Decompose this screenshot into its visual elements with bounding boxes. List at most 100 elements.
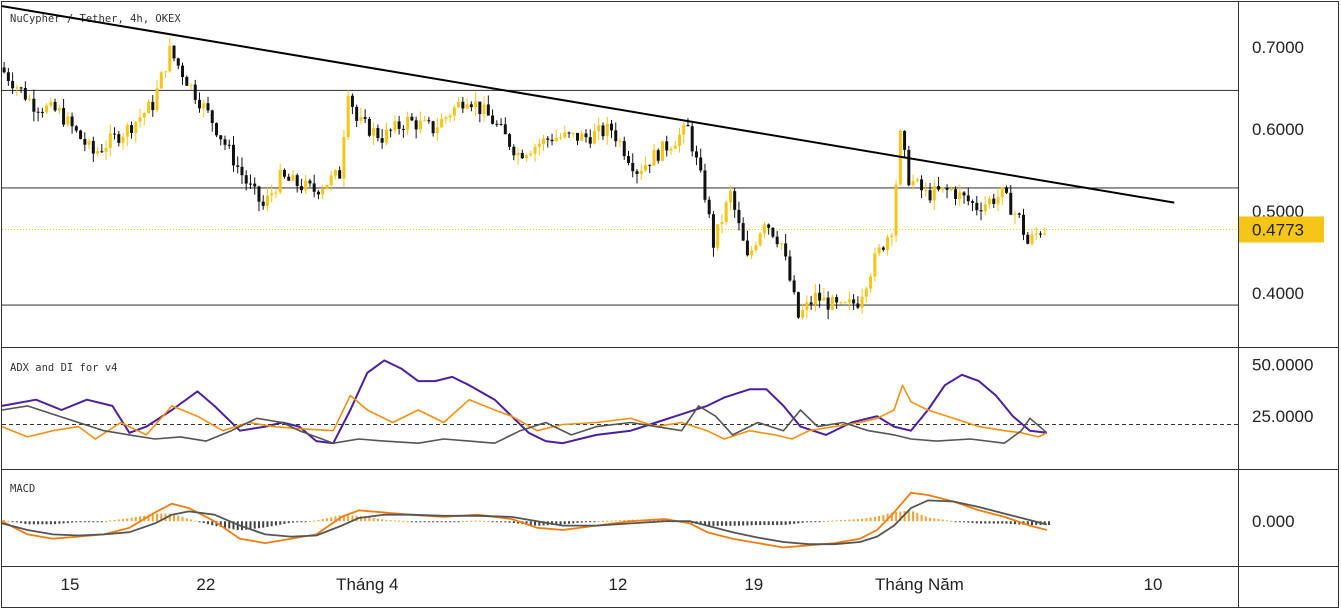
- macd-histogram-bar: [334, 516, 337, 522]
- candle-body: [219, 135, 223, 140]
- macd-histogram-bar: [257, 521, 260, 529]
- macd-histogram-bar: [402, 520, 405, 522]
- adx-pane[interactable]: [1, 359, 1238, 445]
- candle-body: [45, 105, 49, 113]
- candle-body: [53, 101, 57, 111]
- macd-histogram-bar: [504, 521, 507, 523]
- last-price-label: 0.4773: [1252, 220, 1304, 239]
- candle-body: [236, 165, 240, 167]
- candle-body: [15, 87, 19, 89]
- macd-histogram-bar: [66, 521, 69, 523]
- candle-body: [869, 276, 873, 289]
- macd-histogram-bar: [699, 521, 702, 525]
- time-tick-label: Tháng Năm: [875, 575, 964, 594]
- macd-histogram-bar: [967, 521, 970, 523]
- candle-body: [168, 45, 172, 72]
- macd-histogram-bar: [984, 521, 987, 524]
- candle-body: [890, 235, 894, 238]
- price-pane[interactable]: [1, 5, 1238, 320]
- candle-body: [567, 132, 571, 134]
- macd-histogram-bar: [865, 518, 868, 522]
- candle-body: [635, 171, 639, 175]
- candle-body: [920, 179, 924, 191]
- macd-histogram-bar: [737, 521, 740, 526]
- macd-histogram-bar: [381, 519, 384, 522]
- macd-histogram-bar: [249, 521, 252, 530]
- macd-histogram-bar: [525, 521, 528, 525]
- candle-body: [100, 151, 104, 153]
- candle-body: [28, 98, 32, 100]
- adx-pane-title: ADX and DI for v4: [10, 362, 117, 374]
- candle-body: [822, 297, 826, 301]
- macd-histogram-bar: [750, 521, 753, 526]
- candle-body: [894, 184, 898, 236]
- macd-histogram-bar: [139, 516, 142, 522]
- candle-body: [461, 101, 465, 109]
- candle-body: [155, 88, 159, 111]
- candle-body: [690, 126, 694, 152]
- macd-histogram-bar: [534, 521, 537, 526]
- candle-body: [244, 175, 248, 184]
- candle-body: [401, 128, 405, 130]
- candle-body: [958, 192, 962, 200]
- candle-body: [796, 292, 800, 318]
- macd-histogram-bar: [83, 521, 86, 523]
- macd-histogram-bar: [585, 521, 588, 523]
- macd-histogram-bar: [177, 515, 180, 522]
- macd-histogram-bar: [41, 521, 44, 525]
- macd-histogram-bar: [207, 521, 209, 525]
- candle-body: [656, 150, 660, 161]
- candle-body: [1000, 187, 1004, 198]
- candle-body: [164, 71, 168, 73]
- candle-body: [32, 98, 36, 112]
- candle-body: [873, 253, 877, 277]
- macd-series-signal: [1, 499, 1048, 546]
- candle-body: [125, 125, 129, 137]
- macd-histogram-bar: [49, 521, 52, 525]
- adx-series-di_plus: [1, 384, 1048, 440]
- candle-body: [762, 224, 766, 234]
- macd-histogram-bar: [929, 517, 932, 522]
- macd-histogram-bar: [899, 511, 902, 522]
- candle-body: [40, 111, 44, 113]
- price-tick-label: 0.7000: [1252, 38, 1304, 57]
- candle-body: [440, 118, 444, 128]
- macd-series-macd: [1, 491, 1048, 549]
- candle-body: [367, 118, 371, 136]
- macd-histogram-bar: [771, 521, 774, 526]
- macd-histogram-bar: [852, 519, 855, 522]
- candle-body: [818, 292, 822, 301]
- candle-body: [839, 302, 843, 304]
- candle-body: [299, 186, 303, 191]
- candle-body: [699, 157, 703, 171]
- candle-body: [321, 189, 325, 195]
- macd-histogram-bar: [835, 520, 838, 522]
- candle-body: [584, 133, 588, 138]
- macd-histogram-bar: [88, 521, 91, 523]
- macd-histogram-bar: [330, 517, 333, 522]
- macd-histogram-bar: [831, 520, 834, 522]
- macd-pane[interactable]: [1, 491, 1050, 549]
- macd-histogram-bar: [160, 513, 163, 522]
- macd-histogram-bar: [746, 521, 749, 526]
- candle-body: [639, 170, 643, 175]
- candle-body: [864, 288, 868, 297]
- candle-body: [96, 151, 100, 154]
- candle-body: [559, 137, 563, 139]
- candle-body: [971, 201, 975, 203]
- candle-body: [809, 302, 813, 305]
- candle-body: [312, 183, 316, 192]
- macd-histogram-bar: [487, 521, 490, 523]
- candle-body: [966, 195, 970, 202]
- candle-body: [847, 299, 851, 303]
- macd-histogram-bar: [24, 521, 27, 524]
- macd-histogram-bar: [869, 517, 872, 522]
- candle-body: [835, 297, 839, 303]
- macd-histogram-bar: [410, 521, 413, 523]
- macd-histogram-bar: [274, 521, 277, 526]
- macd-histogram-bar: [606, 520, 609, 522]
- macd-histogram-bar: [946, 520, 949, 522]
- candle-body: [975, 202, 979, 211]
